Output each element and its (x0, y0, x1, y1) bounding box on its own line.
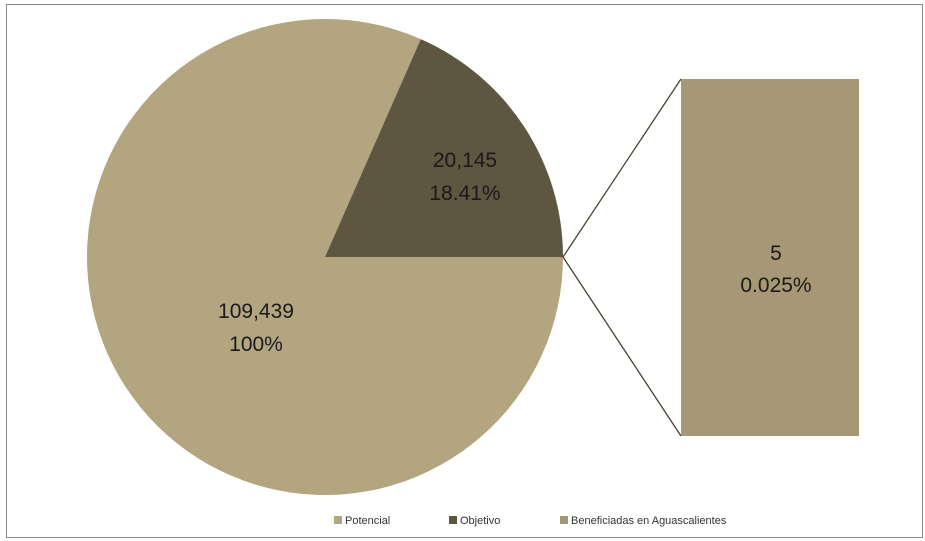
connector-line-top (562, 78, 682, 258)
legend-swatch-objetivo (449, 516, 457, 524)
connector-lines (562, 78, 682, 437)
connector-line-bottom (562, 256, 682, 437)
slice-label-objetivo-pct: 18.41% (429, 182, 500, 205)
pie-slice-objetivo (325, 39, 563, 257)
slice-label-potencial-pct: 100% (229, 333, 283, 356)
legend-label-beneficiadas: Beneficiadas en Aguascalientes (571, 515, 727, 527)
bar-beneficiadas (681, 79, 859, 436)
pie (87, 18, 563, 496)
slice-label-objetivo-value: 20,145 (433, 149, 497, 172)
legend: Potencial Objetivo Beneficiadas en Aguas… (334, 515, 727, 527)
slice-label-potencial-value: 109,439 (218, 300, 294, 323)
bar-label-value: 5 (770, 242, 782, 265)
legend-swatch-beneficiadas (560, 516, 568, 524)
secondary-bar (681, 79, 859, 436)
bar-label-pct: 0.025% (740, 274, 811, 297)
legend-swatch-potencial (334, 516, 342, 524)
legend-label-objetivo: Objetivo (460, 515, 500, 527)
legend-label-potencial: Potencial (345, 515, 390, 527)
